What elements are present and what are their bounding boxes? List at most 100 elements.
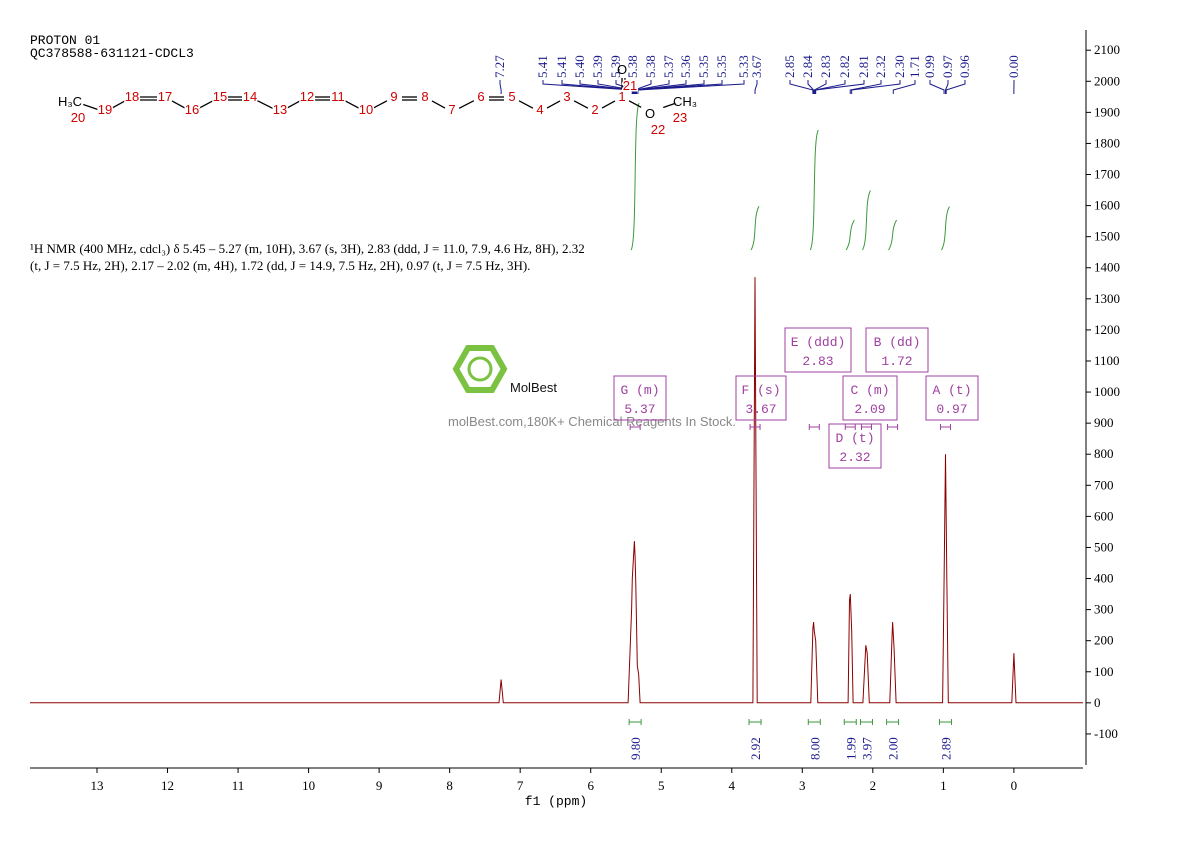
watermark-tagline: molBest.com,180K+ Chemical Reagents In S…: [448, 414, 736, 429]
y-tick-label: 1100: [1094, 353, 1120, 368]
peak-label: 5.41: [554, 55, 569, 78]
integral-curve: [888, 219, 898, 251]
x-tick-label: 3: [799, 778, 806, 793]
watermark-brand: MolBest: [510, 380, 557, 395]
x-axis-label: f1 (ppm): [525, 794, 587, 809]
bond: [171, 100, 186, 109]
peak-label: 5.38: [625, 55, 640, 78]
y-tick-label: 1300: [1094, 291, 1120, 306]
nmr-description: ¹H NMR (400 MHz, cdcl₃) δ 5.45 – 5.27 (m…: [30, 241, 585, 273]
peak-label: 5.36: [678, 55, 693, 78]
atom-number: 4: [536, 102, 543, 117]
peak-label: 2.84: [800, 55, 815, 78]
peak-connector: [945, 80, 966, 94]
integral-bracket: [628, 719, 642, 725]
peak-connector: [815, 80, 865, 94]
integral-bracket: [859, 719, 873, 725]
y-tick-label: 400: [1094, 571, 1114, 586]
x-tick-label: 2: [870, 778, 877, 793]
atom-number: 22: [651, 122, 665, 137]
bond: [601, 100, 616, 109]
atom-number: 5: [508, 89, 515, 104]
atom-number: 17: [158, 89, 172, 104]
atom-symbol: O: [617, 62, 627, 77]
y-tick-label: 1400: [1094, 260, 1120, 275]
peak-connector: [499, 80, 502, 94]
peak-label: 5.39: [590, 55, 605, 78]
y-tick-label: -100: [1094, 726, 1118, 741]
bond: [83, 103, 98, 111]
peak-label: 2.30: [892, 55, 907, 78]
multiplet-range: [887, 424, 899, 430]
peak-connector: [637, 80, 745, 94]
peak-connector: [754, 80, 758, 94]
x-tick-label: 13: [91, 778, 104, 793]
atom-symbol: CH₃: [673, 94, 697, 109]
y-tick-label: 100: [1094, 664, 1114, 679]
peak-label: 0.99: [922, 55, 937, 78]
peak-connector: [929, 80, 945, 94]
atom-number: 3: [563, 89, 570, 104]
y-tick-label: 500: [1094, 539, 1114, 554]
peak-connector: [561, 80, 633, 94]
peak-connector: [633, 80, 652, 94]
y-tick-label: 900: [1094, 415, 1114, 430]
multiplet-range: [808, 424, 820, 430]
atom-number: 15: [213, 89, 227, 104]
peak-label: 5.40: [572, 55, 587, 78]
peak-connector: [892, 80, 916, 94]
integral-bracket: [748, 719, 762, 725]
integral-bracket: [938, 719, 952, 725]
atom-number: 13: [273, 102, 287, 117]
multiplet-range: [939, 424, 951, 430]
y-tick-label: 2100: [1094, 42, 1120, 57]
multiplet-shift: 0.97: [936, 402, 967, 417]
atom-number: 1: [618, 89, 625, 104]
multiplet-range: [749, 424, 761, 430]
atom-number: 18: [125, 89, 139, 104]
y-tick-label: 1900: [1094, 104, 1120, 119]
atom-number: 8: [421, 89, 428, 104]
peak-label: 5.35: [714, 55, 729, 78]
integral-curve: [630, 102, 640, 251]
integral-label: 9.80: [628, 737, 643, 760]
multiplet-range: [629, 424, 641, 430]
bond: [628, 100, 642, 108]
y-tick-label: 1700: [1094, 167, 1120, 182]
y-tick-label: 300: [1094, 602, 1114, 617]
integral-bracket: [886, 719, 900, 725]
y-tick-label: 600: [1094, 508, 1114, 523]
x-tick-label: 7: [517, 778, 524, 793]
peak-label: 2.85: [782, 55, 797, 78]
multiplet-range: [844, 424, 856, 430]
atom-number: 11: [331, 89, 345, 104]
atom-number: 7: [448, 102, 455, 117]
y-tick-label: 800: [1094, 446, 1114, 461]
peak-label: 3.67: [749, 55, 764, 78]
y-tick-label: 2000: [1094, 73, 1120, 88]
bond: [458, 100, 475, 109]
y-tick-label: 700: [1094, 477, 1114, 492]
chart-title: PROTON 01: [30, 33, 100, 48]
integral-label: 2.89: [938, 737, 953, 760]
multiplet-shift: 2.83: [802, 354, 833, 369]
multiplet-box: [735, 375, 787, 421]
atom-number: 14: [243, 89, 257, 104]
x-tick-label: 8: [446, 778, 453, 793]
bond: [518, 100, 534, 109]
x-tick-label: 5: [658, 778, 665, 793]
integral-label: 2.92: [748, 737, 763, 760]
atom-number: 2: [591, 102, 598, 117]
atom-symbol: H₃C: [58, 94, 82, 109]
atom-number: 23: [673, 110, 687, 125]
multiplet-name: E (ddd): [791, 335, 846, 350]
bond: [344, 100, 360, 109]
integral-label: 3.97: [859, 737, 874, 760]
chart-subtitle: QC378588-631121-CDCL3: [30, 46, 194, 61]
peak-connector: [636, 80, 723, 94]
integral-label: 1.99: [843, 737, 858, 760]
x-tick-label: 12: [161, 778, 174, 793]
atom-symbol: O: [645, 106, 655, 121]
